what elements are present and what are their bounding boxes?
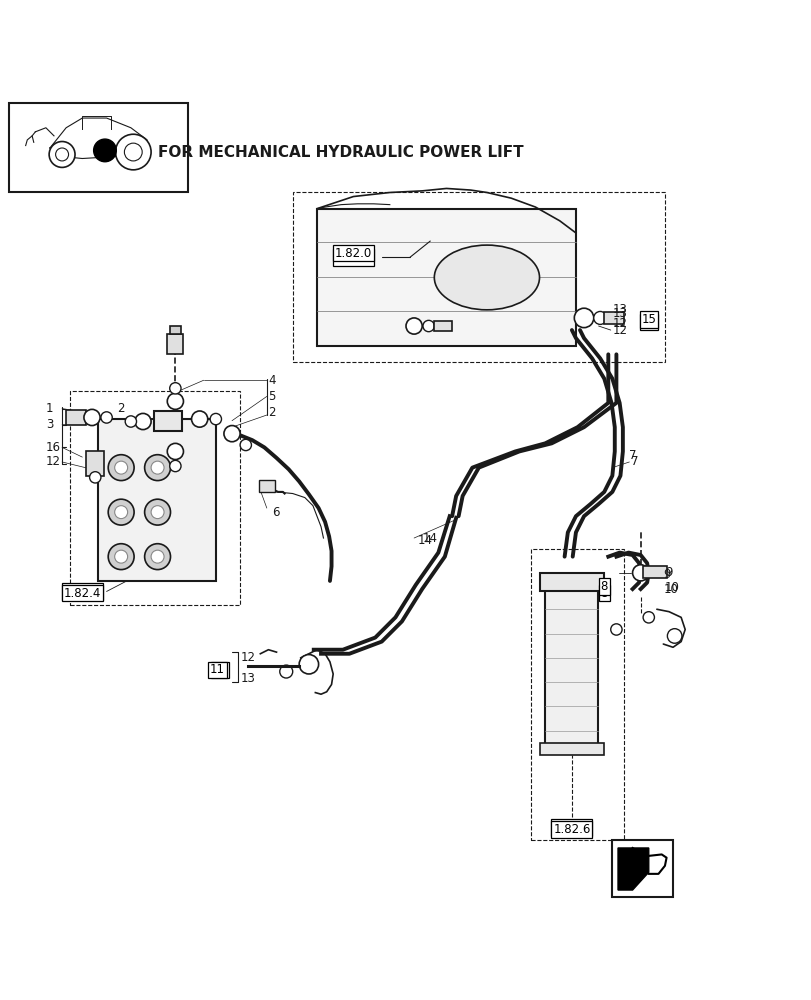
Text: 15: 15 [641,313,655,326]
Text: FOR MECHANICAL HYDRAULIC POWER LIFT: FOR MECHANICAL HYDRAULIC POWER LIFT [158,145,523,160]
Text: 13: 13 [241,672,255,685]
Bar [169,326,181,334]
Circle shape [93,139,116,162]
Text: 15: 15 [641,315,655,328]
Circle shape [191,411,208,427]
Bar [66,410,86,425]
Circle shape [642,612,654,623]
Text: 11: 11 [212,663,227,676]
Text: 1.82.4: 1.82.4 [63,585,101,598]
Text: 16: 16 [46,441,61,454]
Circle shape [49,142,75,167]
Text: 6: 6 [272,506,280,519]
Circle shape [125,416,136,427]
Text: 4: 4 [268,374,276,387]
Text: 1: 1 [46,402,54,415]
Circle shape [144,544,170,570]
Circle shape [114,461,127,474]
Text: 8: 8 [600,580,607,593]
Circle shape [151,506,164,519]
Text: 10: 10 [663,583,677,596]
Text: 12: 12 [612,317,628,330]
Bar [611,840,672,897]
Text: 1.82.6: 1.82.6 [552,821,590,834]
Circle shape [108,499,134,525]
Circle shape [151,461,164,474]
Bar [544,585,597,747]
Ellipse shape [434,245,539,310]
Circle shape [210,413,221,425]
Circle shape [151,550,164,563]
Bar [434,321,452,331]
Bar [539,573,603,591]
Circle shape [84,409,100,426]
Circle shape [632,565,648,581]
Text: 13: 13 [612,303,627,316]
Bar [292,192,664,362]
Bar [642,566,667,578]
Circle shape [667,629,681,643]
Circle shape [169,383,181,394]
Bar [603,312,624,324]
Text: 14: 14 [418,534,432,547]
Circle shape [280,665,292,678]
Circle shape [135,413,151,430]
Circle shape [144,499,170,525]
Text: 8: 8 [600,587,607,600]
Bar [539,743,603,755]
Circle shape [167,393,183,409]
Circle shape [144,455,170,481]
Text: 14: 14 [422,532,436,545]
Circle shape [101,412,112,423]
Circle shape [240,439,251,451]
Text: 1.82.0: 1.82.0 [334,251,371,264]
Text: 9: 9 [663,568,670,581]
Text: 1.82.0: 1.82.0 [334,247,371,260]
Text: 2: 2 [117,402,124,415]
Circle shape [124,143,142,161]
Circle shape [55,148,68,161]
Polygon shape [617,848,648,890]
Circle shape [115,134,151,170]
Circle shape [406,318,422,334]
Bar [316,209,575,346]
Bar [259,480,275,492]
Bar [530,549,624,840]
Text: 3: 3 [46,418,54,431]
Text: 5: 5 [268,390,276,403]
Bar [10,103,187,192]
Circle shape [108,455,134,481]
Text: 7: 7 [628,449,635,462]
Text: 12: 12 [46,455,61,468]
Circle shape [610,624,621,635]
Text: 12: 12 [611,324,627,337]
Bar [98,419,216,581]
Text: 12: 12 [241,651,255,664]
Circle shape [114,550,127,563]
Circle shape [114,506,127,519]
Circle shape [593,311,606,324]
Bar [70,391,240,605]
Text: 10: 10 [664,581,679,594]
Text: 9: 9 [664,566,672,579]
Text: 1.82.6: 1.82.6 [552,823,590,836]
Bar [86,451,104,476]
Bar [153,411,182,431]
Circle shape [298,655,318,674]
Text: 11: 11 [210,663,225,676]
Bar [167,334,183,354]
Circle shape [423,320,434,332]
Text: 7: 7 [630,455,637,468]
Circle shape [224,426,240,442]
Circle shape [573,308,593,328]
Polygon shape [34,116,155,164]
Text: 1.82.4: 1.82.4 [63,587,101,600]
Text: 13: 13 [611,307,626,320]
Circle shape [89,472,101,483]
Circle shape [108,544,134,570]
Circle shape [167,443,183,460]
Text: 2: 2 [268,406,276,419]
Circle shape [169,460,181,472]
